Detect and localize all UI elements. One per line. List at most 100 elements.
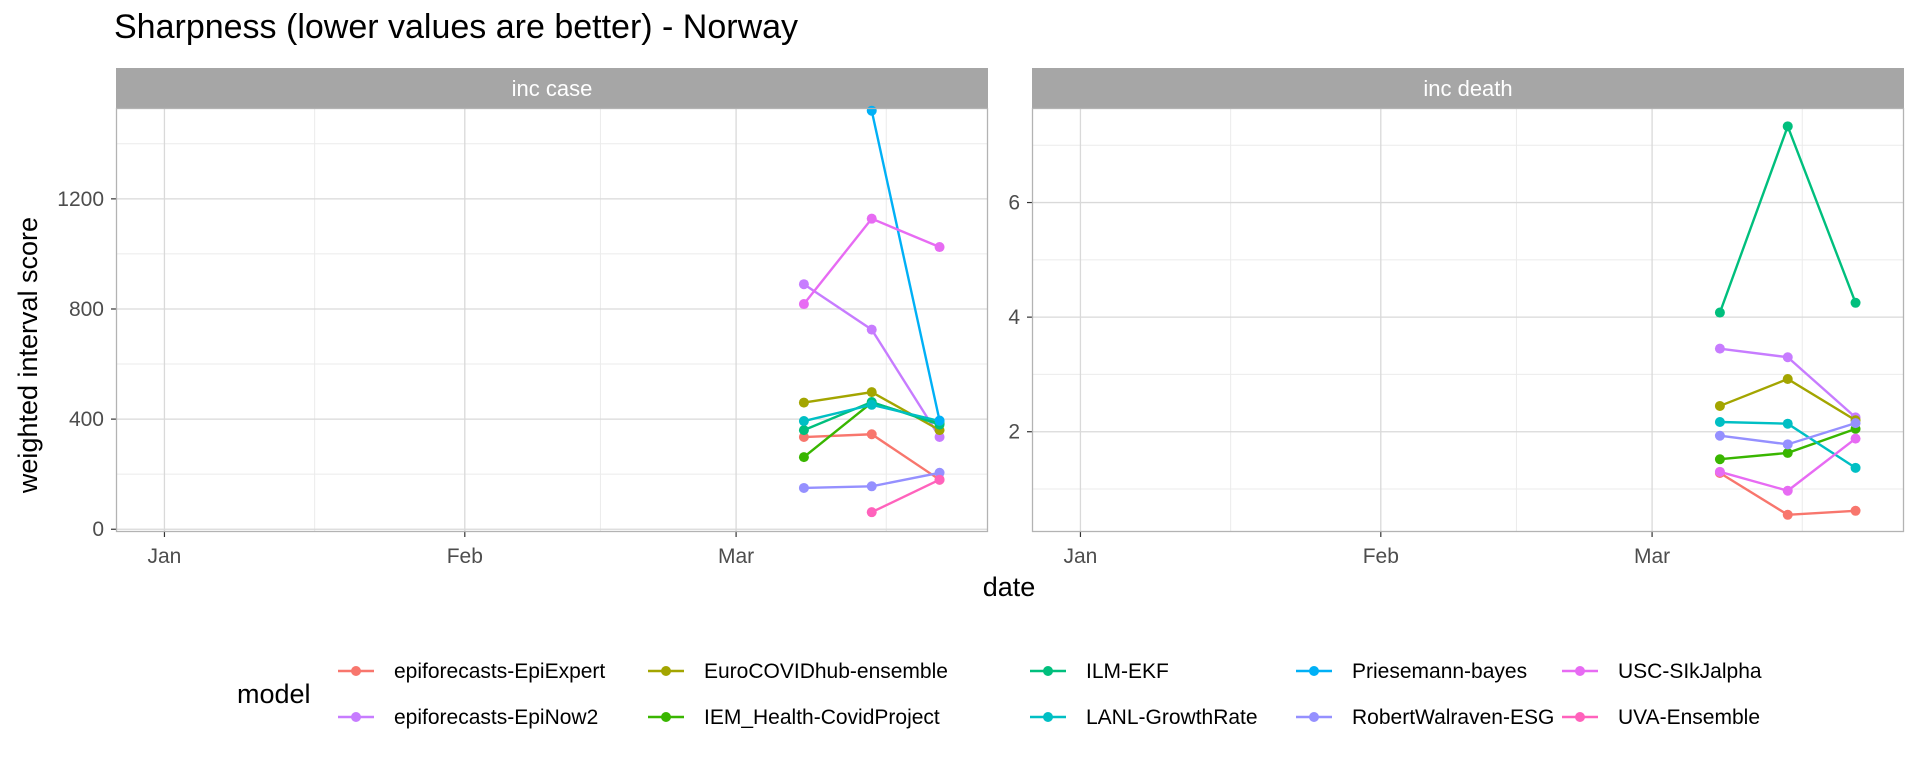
data-point <box>1782 352 1793 363</box>
legend-key-uva-ensemble: UVA-Ensemble <box>1562 706 1760 729</box>
series-lanl-growthrate <box>798 399 945 427</box>
data-point <box>1714 307 1725 318</box>
x-tick-label: Mar <box>718 545 754 568</box>
x-tick-label: Jan <box>148 545 182 568</box>
data-point <box>1714 416 1725 427</box>
data-point <box>866 324 877 335</box>
legend-key-point <box>1575 712 1585 722</box>
y-tick-label: 800 <box>69 298 104 321</box>
facet-panels: inc case 0 400 800 1200 Jan Feb Mar inc death 2 4 6… <box>57 68 1905 568</box>
legend-key-epiforecasts-epinow2: epiforecasts-EpiNow2 <box>338 706 598 729</box>
legend-label: Priesemann-bayes <box>1352 660 1527 683</box>
data-point <box>798 299 809 310</box>
data-point <box>934 242 945 253</box>
series-line <box>870 110 941 421</box>
y-tick-label: 4 <box>1008 306 1020 329</box>
panel-inc-death: inc death 2 4 6 Jan Feb Mar <box>1008 68 1905 568</box>
series-lanl-growthrate <box>1714 416 1861 473</box>
legend-key-epiforecasts-epiexpert: epiforecasts-EpiExpert <box>338 660 605 683</box>
panel-inc-case: inc case 0 400 800 1200 Jan Feb Mar <box>57 68 989 568</box>
legend-label: IEM_Health-CovidProject <box>704 706 940 729</box>
data-point <box>934 415 945 426</box>
legend-key-ilm-ekf: ILM-EKF <box>1030 660 1169 683</box>
y-tick-label: 400 <box>69 408 104 431</box>
y-tick-label: 6 <box>1008 192 1020 215</box>
legend-key-point <box>1309 666 1319 676</box>
series-epiforecasts-epinow2 <box>798 279 945 443</box>
legend-key-iem-health-covidproject: IEM_Health-CovidProject <box>648 706 940 729</box>
x-tick-label: Mar <box>1634 545 1670 568</box>
legend-key-point <box>1043 712 1053 722</box>
y-axis-title: weighted interval score <box>13 217 43 494</box>
facet-strip <box>1032 68 1904 108</box>
data-point <box>1850 418 1861 429</box>
legend-key-point <box>351 666 361 676</box>
data-point <box>866 507 877 518</box>
panel-border <box>115 107 989 533</box>
legend-title: model <box>237 679 311 709</box>
data-point <box>866 105 877 116</box>
legend-label: UVA-Ensemble <box>1618 706 1760 729</box>
data-point <box>1782 447 1793 458</box>
legend-label: ILM-EKF <box>1086 660 1169 683</box>
series-uva-ensemble <box>866 474 945 518</box>
series-usc-sikjalpha <box>798 213 945 310</box>
data-point <box>1714 430 1725 441</box>
data-point <box>1714 466 1725 477</box>
data-point <box>1714 400 1725 411</box>
data-point <box>1782 374 1793 385</box>
series-ilm-ekf <box>1714 121 1861 318</box>
facet-strip <box>116 68 988 108</box>
legend-key-point <box>661 712 671 722</box>
data-point <box>798 452 809 463</box>
legend-label: epiforecasts-EpiExpert <box>394 660 605 683</box>
data-point <box>1850 297 1861 308</box>
data-point <box>798 279 809 290</box>
x-tick-label: Feb <box>1363 545 1399 568</box>
data-point <box>866 387 877 398</box>
data-point <box>1714 343 1725 354</box>
series-usc-sikjalpha <box>1714 433 1861 496</box>
data-point <box>1782 485 1793 496</box>
data-point <box>798 397 809 408</box>
data-point <box>934 467 945 478</box>
data-point <box>1782 418 1793 429</box>
data-point <box>1782 439 1793 450</box>
legend-key-point <box>1043 666 1053 676</box>
legend-label: USC-SIkJalpha <box>1618 660 1762 683</box>
data-point <box>866 399 877 410</box>
legend-key-eurocovidhub-ensemble: EuroCOVIDhub-ensemble <box>648 660 948 683</box>
panel-background <box>116 108 988 532</box>
data-point <box>934 474 945 485</box>
y-tick-label: 2 <box>1008 421 1020 444</box>
series-robertwalraven-esg <box>798 467 945 493</box>
data-point <box>1850 505 1861 516</box>
series-robertwalraven-esg <box>1714 418 1861 450</box>
chart-title: Sharpness (lower values are better) - No… <box>114 8 798 46</box>
legend-label: EuroCOVIDhub-ensemble <box>704 660 948 683</box>
legend-key-priesemann-bayes: Priesemann-bayes <box>1296 660 1527 683</box>
facet-strip-label: inc case <box>512 76 593 101</box>
data-point <box>1782 121 1793 132</box>
data-point <box>798 432 809 443</box>
data-point <box>1850 462 1861 473</box>
y-tick-label: 1200 <box>57 188 104 211</box>
legend-label: RobertWalraven-ESG <box>1352 706 1554 729</box>
legend-key-point <box>661 666 671 676</box>
legend-key-point <box>1575 666 1585 676</box>
legend-key-usc-sikjalpha: USC-SIkJalpha <box>1562 660 1762 683</box>
x-axis-title: date <box>983 572 1036 602</box>
data-point <box>798 425 809 436</box>
series-line <box>871 478 941 514</box>
legend-key-lanl-growthrate: LANL-GrowthRate <box>1030 706 1258 729</box>
facet-strip-label: inc death <box>1423 76 1512 101</box>
panel-border <box>1031 107 1905 533</box>
x-tick-label: Feb <box>447 545 483 568</box>
legend: model epiforecasts-EpiExpert epiforecasts… <box>237 660 1762 729</box>
y-tick-label: 0 <box>92 518 104 541</box>
legend-key-point <box>1309 712 1319 722</box>
data-point <box>1714 454 1725 465</box>
data-point <box>866 481 877 492</box>
x-tick-label: Jan <box>1064 545 1098 568</box>
